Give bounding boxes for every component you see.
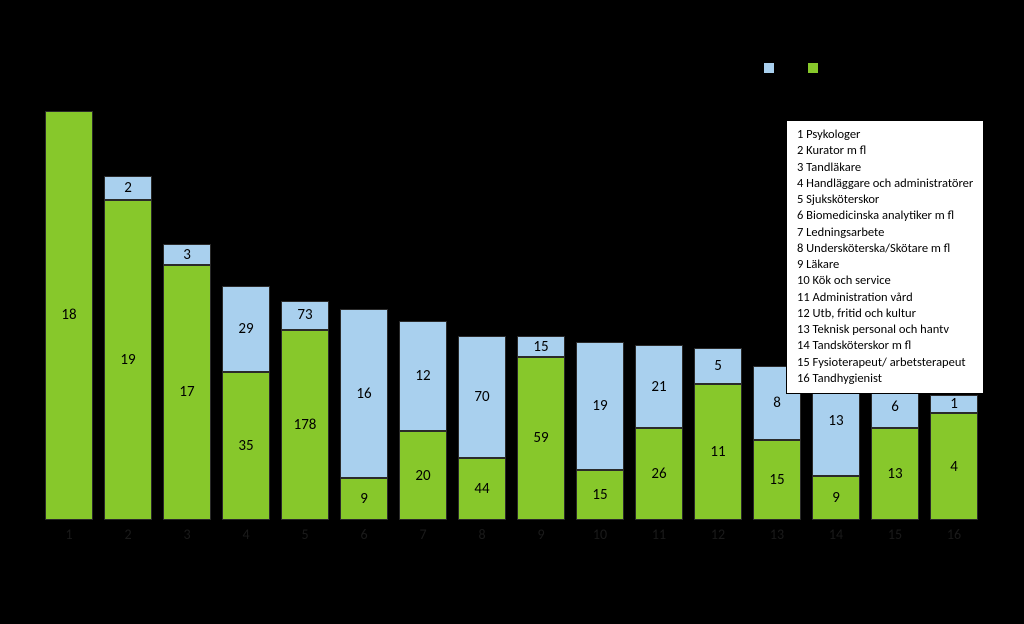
bar-green-8: 44	[458, 458, 506, 520]
bar-green-1: 18	[45, 111, 93, 520]
category-key-box: 1 Psykologer2 Kurator m fl3 Tandläkare4 …	[786, 120, 984, 394]
key-row-9: 9 Läkare	[797, 257, 973, 273]
bar-green-label: 18	[61, 306, 76, 324]
bar-green-4: 35	[222, 372, 270, 520]
bar-blue-label: 15	[533, 338, 548, 356]
x-axis-label: 1	[45, 526, 93, 543]
legend-item-b	[808, 58, 824, 75]
x-axis-label: 4	[222, 526, 270, 543]
bar-green-3: 17	[163, 265, 211, 520]
key-row-2: 2 Kurator m fl	[797, 143, 973, 159]
key-row-1: 1 Psykologer	[797, 127, 973, 143]
bar-blue-8: 70	[458, 336, 506, 458]
x-axis-label: 14	[812, 526, 860, 543]
bar-green-label: 59	[533, 429, 548, 447]
bar-green-7: 20	[399, 431, 447, 520]
bar-green-label: 17	[179, 383, 194, 401]
x-axis-label: 9	[517, 526, 565, 543]
bar-green-label: 178	[294, 416, 317, 434]
bar-green-label: 9	[360, 490, 368, 508]
key-row-3: 3 Tandläkare	[797, 160, 973, 176]
bar-blue-label: 12	[415, 367, 430, 385]
key-row-6: 6 Biomedicinska analytiker m fl	[797, 208, 973, 224]
x-axis-label: 11	[635, 526, 683, 543]
key-row-14: 14 Tandsköterskor m fl	[797, 338, 973, 354]
x-axis-label: 10	[576, 526, 624, 543]
bar-green-16: 4	[930, 413, 978, 520]
swatch-b	[808, 63, 818, 73]
swatch-a	[764, 63, 774, 73]
bar-blue-label: 73	[297, 306, 312, 324]
x-axis-label: 12	[694, 526, 742, 543]
bar-green-10: 15	[576, 470, 624, 520]
series-legend	[764, 58, 824, 75]
bar-blue-3: 3	[163, 244, 211, 265]
bar-blue-label: 29	[238, 320, 253, 338]
bar-green-label: 19	[120, 351, 135, 369]
x-axis-label: 3	[163, 526, 211, 543]
bar-blue-label: 6	[891, 398, 899, 416]
key-row-12: 12 Utb, fritid och kultur	[797, 306, 973, 322]
bar-blue-16: 1	[930, 395, 978, 413]
bar-green-13: 15	[753, 440, 801, 520]
key-row-16: 16 Tandhygienist	[797, 371, 973, 387]
bar-green-9: 59	[517, 357, 565, 520]
bar-blue-label: 8	[773, 394, 781, 412]
bar-green-15: 13	[871, 428, 919, 520]
key-row-8: 8 Undersköterska/Skötare m fl	[797, 241, 973, 257]
bar-blue-label: 2	[124, 179, 132, 197]
bar-green-label: 4	[950, 458, 958, 476]
bar-blue-label: 19	[592, 397, 607, 415]
key-row-15: 15 Fysioterapeut/ arbetsterapeut	[797, 355, 973, 371]
bar-blue-7: 12	[399, 321, 447, 431]
bar-green-label: 20	[415, 467, 430, 485]
x-axis-label: 13	[753, 526, 801, 543]
bar-green-5: 178	[281, 330, 329, 520]
bar-blue-10: 19	[576, 342, 624, 470]
bar-blue-label: 3	[183, 246, 191, 264]
x-axis-label: 16	[930, 526, 978, 543]
bar-green-11: 26	[635, 428, 683, 520]
bar-green-label: 11	[710, 443, 725, 461]
bar-blue-11: 21	[635, 345, 683, 428]
key-row-13: 13 Teknisk personal och hantv	[797, 322, 973, 338]
bar-green-12: 11	[694, 384, 742, 520]
bar-green-label: 44	[474, 480, 489, 498]
bar-green-2: 19	[104, 200, 152, 520]
bar-green-label: 35	[238, 437, 253, 455]
x-axis-label: 2	[104, 526, 152, 543]
bar-blue-5: 73	[281, 301, 329, 331]
x-axis-label: 8	[458, 526, 506, 543]
legend-item-a	[764, 58, 780, 75]
bar-blue-label: 5	[714, 357, 722, 375]
key-row-11: 11 Administration vård	[797, 290, 973, 306]
key-row-5: 5 Sjuksköterskor	[797, 192, 973, 208]
bar-blue-label: 21	[651, 378, 666, 396]
bar-green-6: 9	[340, 478, 388, 520]
bar-green-label: 15	[592, 486, 607, 504]
bar-blue-9: 15	[517, 336, 565, 357]
bar-blue-label: 16	[356, 385, 371, 403]
bar-blue-6: 16	[340, 309, 388, 478]
bar-green-label: 26	[651, 465, 666, 483]
x-axis-label: 5	[281, 526, 329, 543]
x-axis-label: 15	[871, 526, 919, 543]
key-row-10: 10 Kök och service	[797, 273, 973, 289]
x-axis-label: 7	[399, 526, 447, 543]
bar-green-label: 13	[887, 465, 902, 483]
key-row-4: 4 Handläggare och administratörer	[797, 176, 973, 192]
key-row-7: 7 Ledningsarbete	[797, 225, 973, 241]
bar-blue-label: 13	[828, 412, 843, 430]
bar-blue-12: 5	[694, 348, 742, 384]
bar-green-label: 15	[769, 471, 784, 489]
bar-blue-label: 1	[950, 395, 958, 413]
x-axis-label: 6	[340, 526, 388, 543]
bar-green-label: 9	[832, 489, 840, 507]
bar-blue-label: 70	[474, 388, 489, 406]
bar-green-14: 9	[812, 476, 860, 520]
bar-blue-4: 29	[222, 286, 270, 372]
bar-blue-2: 2	[104, 176, 152, 200]
